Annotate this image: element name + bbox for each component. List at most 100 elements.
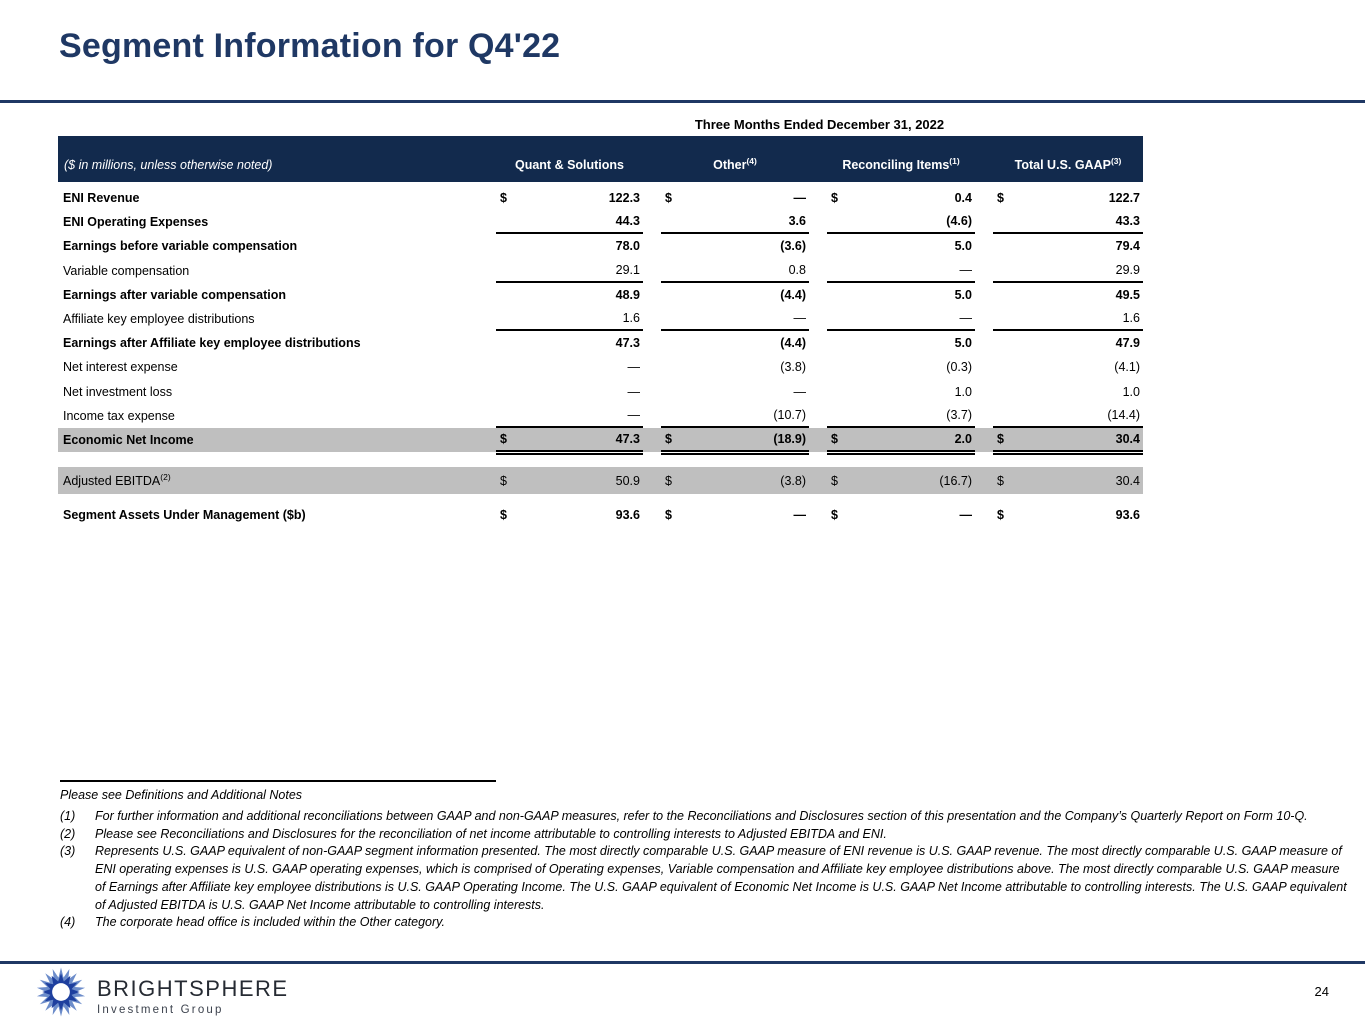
cell-value: 47.9 [1115,336,1140,351]
cell-group: 79.4 [993,234,1143,258]
brightsphere-starburst-icon [36,967,86,1017]
cell-value: 1.0 [954,384,972,399]
cell-value: 49.5 [1115,287,1140,302]
cell-value: — [793,191,807,206]
cell-group: 49.5 [993,283,1143,307]
cell-value: (3.8) [780,473,806,488]
cell-group: (0.3) [827,355,975,379]
row-label: Net investment loss [63,384,173,399]
table-row: Segment Assets Under Management ($b) $93.… [58,503,1143,527]
cell-group: 5.0 [827,331,975,355]
cell-value: 44.3 [615,214,640,229]
cell-group: (3.6) [661,234,809,258]
cell-value: 48.9 [615,287,640,302]
cell-value: 47.3 [615,336,640,351]
dollar-sign: $ [831,508,838,523]
row-label: Earnings after variable compensation [63,287,286,302]
cell-value: — [959,508,973,523]
row-label: ENI Revenue [63,191,140,206]
dollar-sign: $ [831,191,838,206]
table-row: Net interest expense — (3.8) (0.3) (4.1) [58,355,1143,379]
column-header: Reconciling Items(1) [842,155,960,172]
cell-group: — [496,355,643,379]
cell-value: (16.7) [939,473,972,488]
row-label: Income tax expense [63,408,175,423]
footnotes-lead: Please see Definitions and Additional No… [60,788,303,802]
cell-value: — [959,262,973,277]
column-header: Quant & Solutions [514,158,625,172]
cell-group: — [661,307,809,332]
cell-value: (4.4) [780,287,806,302]
cell-value: 5.0 [954,239,972,254]
table-row: Earnings after variable compensation 48.9… [58,283,1143,307]
cell-group: $0.4 [827,186,975,210]
page-number: 24 [1314,984,1329,999]
dollar-sign: $ [665,473,672,488]
cell-group: $93.6 [496,503,643,527]
dollar-sign: $ [500,473,507,488]
cell-value: 47.3 [615,431,640,446]
footnote-item: (4) The corporate head office is included… [60,914,1348,932]
segment-financials-table: ($ in millions, unless otherwise noted) … [58,136,1143,527]
cell-value: — [627,360,641,375]
brand-text: BRIGHTSPHERE Investment Group [97,967,289,1016]
cell-value: 29.9 [1115,262,1140,277]
company-logo: BRIGHTSPHERE Investment Group [36,967,289,1017]
dollar-sign: $ [665,191,672,206]
footnote-text: Represents U.S. GAAP equivalent of non-G… [95,844,1347,912]
table-body: ENI Revenue $122.3 $ — $0.4 $122.7 ENI Operati… [58,186,1143,527]
table-row: Earnings before variable compensation 78.… [58,234,1143,258]
cell-group: $50.9 [496,467,643,494]
cell-group: (4.6) [827,210,975,235]
cell-group: (4.4) [661,331,809,355]
cell-value: (10.7) [773,407,806,422]
cell-group: 44.3 [496,210,643,235]
cell-group: — [827,307,975,332]
cell-group: (4.4) [661,283,809,307]
dollar-sign: $ [500,508,507,523]
cell-group: 47.9 [993,331,1143,355]
cell-group: $30.4 [993,467,1143,494]
cell-group: 1.0 [993,380,1143,404]
row-label: Segment Assets Under Management ($b) [63,508,306,523]
footnote-item: (1) For further information and additiona… [60,808,1348,826]
cell-value: (0.3) [946,360,972,375]
cell-value: — [793,508,807,523]
cell-group: $93.6 [993,503,1143,527]
footnote-item: (2) Please see Reconciliations and Disclo… [60,826,1348,844]
footnote-number: (3) [60,844,76,859]
table-period-header: Three Months Ended December 31, 2022 [694,117,945,132]
page-title: Segment Information for Q4'22 [59,27,561,65]
cell-value: 0.4 [954,191,972,206]
table-units-label: ($ in millions, unless otherwise noted) [64,158,273,172]
dollar-sign: $ [500,191,507,206]
dollar-sign: $ [665,508,672,523]
cell-value: — [627,407,641,422]
cell-group: 3.6 [661,210,809,235]
cell-value: (3.8) [780,360,806,375]
row-label: Adjusted EBITDA(2) [63,471,171,488]
cell-value: 93.6 [615,508,640,523]
footnote-text: Please see Reconciliations and Disclosur… [95,826,887,841]
footnotes-section: Please see Definitions and Additional No… [60,780,1348,932]
footer-divider [0,961,1365,964]
dollar-sign: $ [997,508,1004,523]
cell-group: $122.7 [993,186,1143,210]
dollar-sign: $ [997,431,1004,446]
cell-group: 43.3 [993,210,1143,235]
cell-value: 29.1 [615,262,640,277]
table-row: Net investment loss — — 1.0 1.0 [58,380,1143,404]
table-row: Earnings after Affiliate key employee di… [58,331,1143,355]
cell-value: (4.6) [946,214,972,229]
cell-group: $47.3 [496,428,643,456]
cell-group: 48.9 [496,283,643,307]
cell-group: $2.0 [827,428,975,456]
cell-group: $ (18.9) [661,428,809,456]
footnote-number: (4) [60,915,76,930]
row-label: Earnings before variable compensation [63,239,298,254]
cell-group: 78.0 [496,234,643,258]
cell-value: 3.6 [788,214,806,229]
cell-group: $122.3 [496,186,643,210]
cell-group: — [661,380,809,404]
cell-group: (10.7) [661,404,809,428]
